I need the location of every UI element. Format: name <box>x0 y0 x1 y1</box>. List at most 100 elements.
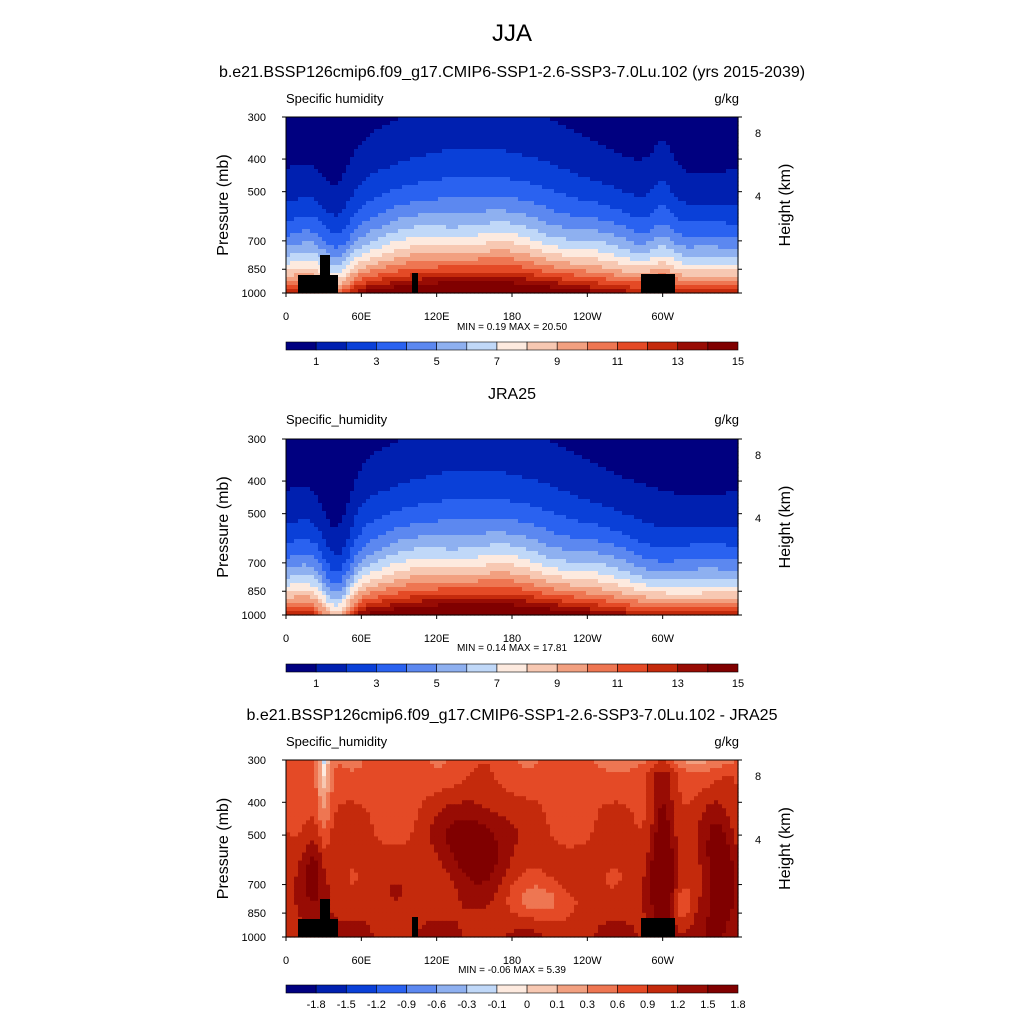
panel-1-colorbar-label: 11 <box>612 356 623 368</box>
panel-1-ylabel: Pressure (mb) <box>215 154 232 255</box>
panel-2-colorbar-label: 3 <box>373 678 379 690</box>
panel-3-colorbar-label: -1.8 <box>307 999 326 1011</box>
panel-2-xtick-0: 0 <box>283 633 289 645</box>
panel-3-xtick-60E: 60E <box>352 955 372 967</box>
panel-1-colorbar-label: 15 <box>732 356 744 368</box>
panel-2-colorbar-box <box>647 663 679 673</box>
panel-2-colorbar-box <box>315 663 347 673</box>
panel-3-colorbar-box <box>345 984 377 994</box>
panel-1-topography-highland <box>320 255 330 275</box>
panel-2-colorbar-box <box>556 663 588 673</box>
panel-2-colorbar-box <box>376 663 407 673</box>
panel-3-topography-highland <box>320 899 330 919</box>
panel-1-ytick-400: 400 <box>248 154 266 166</box>
panel-1-colorbar-label: 7 <box>494 356 500 368</box>
panel-1-xtick-180: 180 <box>503 311 521 323</box>
panel-1-colorbar-box <box>406 341 437 351</box>
panel-3-topography-africa <box>298 919 338 937</box>
panel-2-colorbar-box <box>617 663 648 673</box>
panel-1-colorbar-label: 1 <box>313 356 319 368</box>
panel-1-ytick-700: 700 <box>248 236 266 248</box>
panel-1-colorbar-label: 13 <box>672 356 684 368</box>
panel-2-y2tick-8: 8 <box>755 450 761 462</box>
figure-title: JJA <box>491 20 532 47</box>
panel-2-colorbar-box <box>285 663 317 673</box>
panel-1-colorbar-label: 9 <box>554 356 560 368</box>
panel-2-title: JRA25 <box>487 386 537 403</box>
panel-2-colorbar-box <box>345 663 377 673</box>
panel-1-title: b.e21.BSSP126cmip6.f09_g17.CMIP6-SSP1-2.… <box>218 64 806 81</box>
panel-2-ytick-850: 850 <box>248 586 266 598</box>
panel-3-colorbar-box <box>376 984 407 994</box>
panel-3-colorbar-box <box>496 984 528 994</box>
panel-2-xtick-180: 180 <box>503 633 521 645</box>
panel-1-ytick-850: 850 <box>248 264 266 276</box>
panel-2-colorbar-box <box>707 663 739 673</box>
panel-2-ylabel: Pressure (mb) <box>215 476 232 577</box>
panel-3-colorbar-label: -0.6 <box>427 999 446 1011</box>
panel-1-y2tick-4: 4 <box>755 191 761 203</box>
panel-3-colorbar-box <box>556 984 588 994</box>
panel-1-ytick-500: 500 <box>248 187 266 199</box>
panel-3-colorbar-box <box>406 984 437 994</box>
panel-1-colorbar-box <box>526 341 558 351</box>
panel-3-xtick-0: 0 <box>283 955 289 967</box>
panel-1-colorbar-box <box>677 341 709 351</box>
panel-1-colorbar-box <box>707 341 739 351</box>
panel-2-ytick-300: 300 <box>248 434 266 446</box>
panel-2-colorbar-label: 13 <box>672 678 684 690</box>
panel-3-xtick-120W: 120W <box>573 955 602 967</box>
panel-3-colorbar-label: 0.6 <box>610 999 625 1011</box>
panel-1-variable-label: Specific humidity <box>286 91 384 106</box>
panel-3-ytick-700: 700 <box>248 880 266 892</box>
panel-3-colorbar-label: -0.1 <box>487 999 506 1011</box>
panel-1-colorbar-label: 5 <box>434 356 440 368</box>
panel-3-topography-andes <box>641 918 675 937</box>
panel-3-colorbar-label: 1.2 <box>670 999 685 1011</box>
panel-2-colorbar-box <box>587 663 618 673</box>
panel-3-colorbar-label: -0.9 <box>397 999 416 1011</box>
panel-1-y2label: Height (km) <box>777 164 794 247</box>
panel-3-ytick-400: 400 <box>248 797 266 809</box>
panel-3-colorbar-box <box>526 984 558 994</box>
panel-2-colorbar <box>285 663 739 673</box>
panel-3-xtick-180: 180 <box>503 955 521 967</box>
panel-3-colorbar-label: -1.2 <box>367 999 386 1011</box>
panel-3-units-label: g/kg <box>714 734 739 749</box>
panel-3-xtick-120E: 120E <box>424 955 450 967</box>
panel-1-colorbar-box <box>556 341 588 351</box>
panel-2-colorbar-label: 7 <box>494 678 500 690</box>
panel-2-colorbar-box <box>526 663 558 673</box>
panel-3-minmax-stats: MIN = -0.06 MAX = 5.39 <box>458 965 566 976</box>
panel-3-y2tick-8: 8 <box>755 771 761 783</box>
panel-3-ytick-500: 500 <box>248 830 266 842</box>
panel-3-colorbar-box <box>436 984 468 994</box>
panel-2-xtick-120W: 120W <box>573 633 602 645</box>
panel-3-colorbar-box <box>617 984 648 994</box>
panel-1-colorbar-box <box>376 341 407 351</box>
panel-1-colorbar-box <box>436 341 468 351</box>
panel-1-colorbar-box <box>345 341 377 351</box>
panel-2-colorbar-box <box>466 663 498 673</box>
panel-2-colorbar-box <box>677 663 709 673</box>
panel-1-xtick-60E: 60E <box>352 311 372 323</box>
panel-1-ytick-300: 300 <box>248 112 266 124</box>
panel-1-colorbar-box <box>617 341 648 351</box>
panel-3-topography-tibet <box>412 917 418 937</box>
panel-2-contour-field <box>286 439 739 616</box>
panel-1-y2tick-8: 8 <box>755 128 761 140</box>
panel-3-colorbar-label: 0.1 <box>550 999 565 1011</box>
panel-1-colorbar-box <box>647 341 679 351</box>
panel-1-xtick-60W: 60W <box>651 311 674 323</box>
panel-3-ytick-1000: 1000 <box>242 932 266 944</box>
panel-3-colorbar-box <box>707 984 739 994</box>
panel-3-colorbar-label: -0.3 <box>457 999 476 1011</box>
panel-3-y2tick-4: 4 <box>755 835 761 847</box>
panel-3-colorbar-label: 1.5 <box>700 999 715 1011</box>
panel-3-colorbar-box <box>285 984 317 994</box>
panel-2-variable-label: Specific_humidity <box>286 412 388 427</box>
panel-3-colorbar-box <box>677 984 709 994</box>
panel-2-y2label: Height (km) <box>777 486 794 569</box>
panel-2-ytick-1000: 1000 <box>242 610 266 622</box>
panel-2-ytick-500: 500 <box>248 509 266 521</box>
